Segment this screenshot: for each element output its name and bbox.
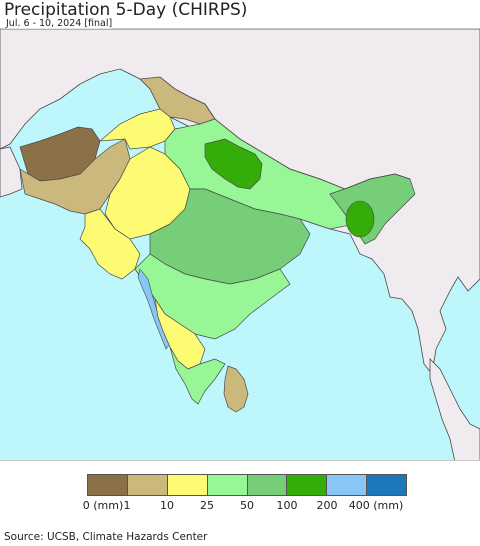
map-canvas [0,29,480,460]
legend-bar [87,474,407,496]
legend-swatch-4 [247,475,288,495]
gujarat [79,208,141,280]
uttarakhand [204,138,263,190]
legend-swatch-7 [367,475,406,495]
legend-swatch-5 [287,475,328,495]
legend-label-2: 10 [160,499,174,512]
legend-label-6: 200 [316,499,338,512]
legend-swatch-3 [207,475,248,495]
source-credit: Source: UCSB, Climate Hazards Center [4,531,208,543]
legend-labels: 0 (mm) 1 10 25 50 100 200 400 (mm) [0,499,480,515]
sri-lanka [223,365,249,413]
legend-label-4: 50 [240,499,254,512]
legend-label-7: 400 (mm) [348,499,404,512]
legend-swatch-1 [127,475,168,495]
map-title: Precipitation 5-Day (CHIRPS) [4,0,248,20]
land-myanmar-south [429,358,480,460]
legend-label-0: 0 (mm) [82,499,124,512]
precipitation-map [0,28,480,461]
legend-label-1: 1 [123,499,131,512]
land-arabia-coast [0,146,23,198]
bangladesh-rain [345,200,375,238]
south-tip [169,346,226,405]
legend-swatch-2 [167,475,208,495]
date-range: Jul. 6 - 10, 2024 [final] [6,18,113,29]
legend-swatch-0 [88,475,128,495]
himalaya-border [159,76,411,190]
legend-label-3: 25 [200,499,214,512]
legend-label-5: 100 [276,499,298,512]
legend-swatch-6 [327,475,368,495]
